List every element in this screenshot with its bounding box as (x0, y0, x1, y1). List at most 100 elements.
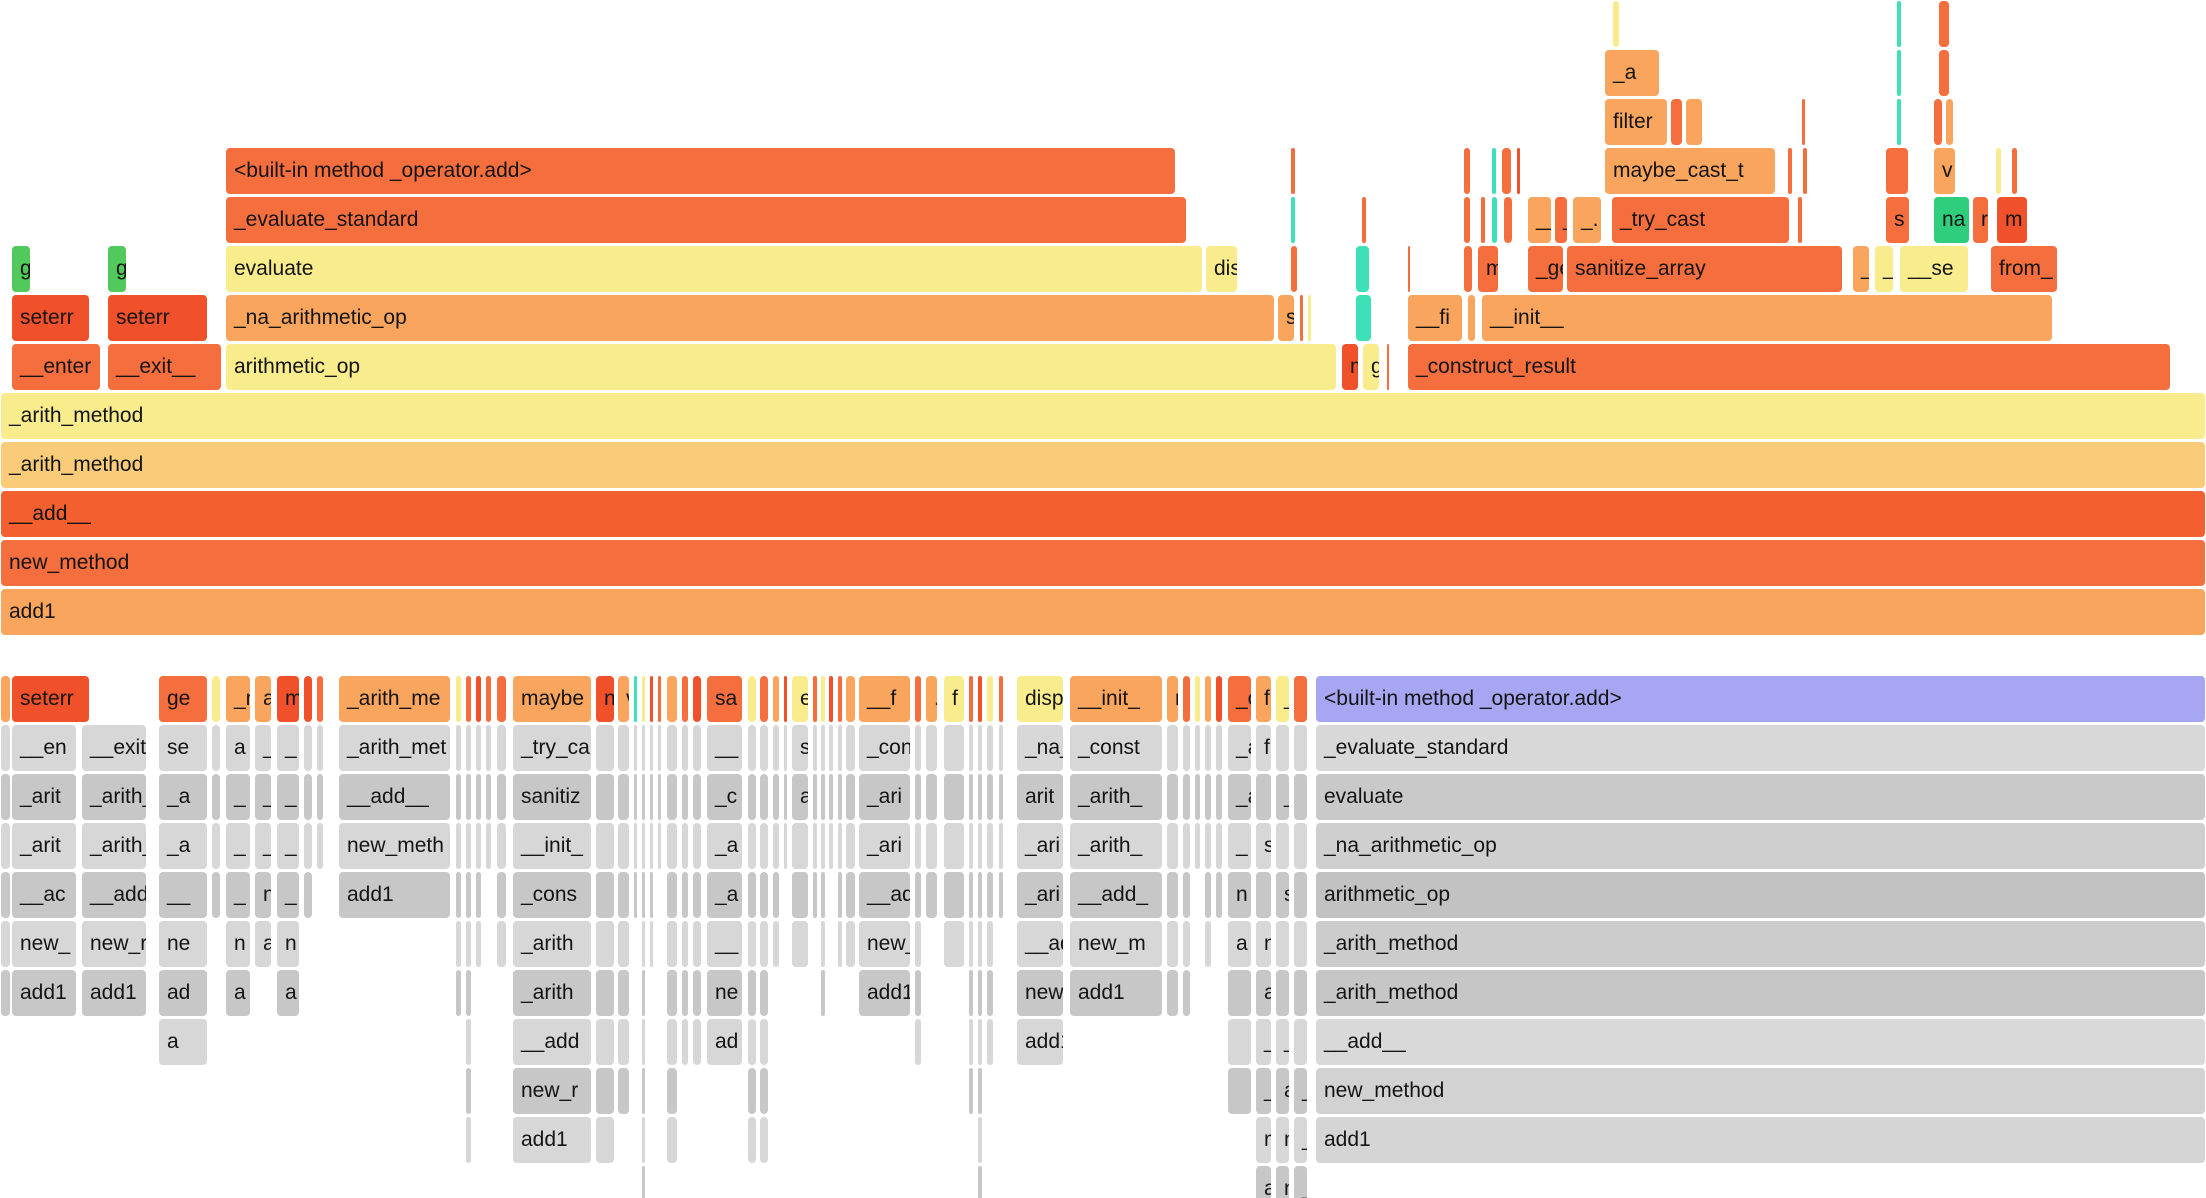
caller-frame[interactable] (837, 724, 843, 772)
flame-frame[interactable] (1463, 245, 1473, 293)
caller-frame[interactable] (783, 822, 788, 870)
caller-frame[interactable] (791, 920, 809, 968)
caller-frame[interactable] (1194, 822, 1201, 870)
caller-frame[interactable]: s (1255, 822, 1272, 870)
caller-frame[interactable]: ne (706, 969, 743, 1017)
caller-frame[interactable] (759, 969, 769, 1017)
caller-frame[interactable]: _a (158, 773, 208, 821)
flame-frame[interactable]: m (1341, 343, 1359, 391)
flame-frame[interactable]: _ge (1527, 245, 1564, 293)
caller-frame[interactable] (633, 773, 638, 821)
flame-frame[interactable] (1463, 196, 1471, 244)
caller-frame[interactable] (820, 871, 826, 919)
caller-frame[interactable]: n (1275, 1165, 1290, 1198)
caller-frame[interactable] (914, 920, 922, 968)
caller-frame[interactable] (986, 969, 994, 1017)
caller-frame[interactable] (595, 920, 615, 968)
caller-frame[interactable] (641, 773, 646, 821)
caller-frame[interactable]: _c (706, 773, 743, 821)
flame-frame[interactable] (1938, 0, 1950, 48)
flame-frame[interactable]: __add__ (0, 490, 2206, 538)
flame-frame[interactable]: g (107, 245, 127, 293)
caller-frame[interactable]: __add_ (1069, 871, 1163, 919)
caller-frame[interactable]: __en (11, 724, 77, 772)
caller-frame[interactable] (681, 773, 689, 821)
caller-frame[interactable] (998, 871, 1004, 919)
caller-frame[interactable] (666, 969, 678, 1017)
caller-frame[interactable] (837, 822, 843, 870)
caller-frame[interactable] (681, 969, 689, 1017)
caller-frame[interactable] (692, 724, 702, 772)
caller-frame[interactable] (465, 1018, 472, 1066)
caller-frame[interactable] (1275, 920, 1290, 968)
caller-frame[interactable] (812, 822, 818, 870)
caller-frame[interactable] (977, 871, 983, 919)
caller-frame[interactable] (211, 724, 221, 772)
bottom-header-frame[interactable] (845, 675, 856, 723)
bottom-header-frame[interactable]: sa (706, 675, 743, 723)
flame-frame[interactable] (1685, 98, 1703, 146)
caller-frame[interactable]: add1 (512, 1116, 592, 1164)
bottom-header-frame[interactable] (914, 675, 922, 723)
caller-frame[interactable] (977, 1116, 983, 1164)
flame-frame[interactable]: _try_cast (1611, 196, 1790, 244)
caller-frame[interactable] (812, 724, 818, 772)
bottom-header-frame[interactable] (649, 675, 654, 723)
caller-frame[interactable] (633, 822, 638, 870)
caller-frame[interactable] (666, 724, 678, 772)
flame-frame[interactable] (1516, 147, 1521, 195)
caller-frame[interactable] (211, 871, 221, 919)
caller-frame[interactable]: _a (706, 822, 743, 870)
caller-frame[interactable] (641, 1067, 646, 1115)
caller-frame[interactable] (943, 822, 965, 870)
caller-frame[interactable] (455, 773, 462, 821)
bottom-header-frame[interactable] (837, 675, 843, 723)
caller-frame[interactable]: evaluate (1315, 773, 2206, 821)
caller-frame[interactable] (617, 822, 630, 870)
caller-frame[interactable] (1204, 920, 1212, 968)
caller-frame[interactable] (316, 822, 324, 870)
caller-frame[interactable] (455, 822, 462, 870)
bottom-header-frame[interactable] (1204, 675, 1212, 723)
caller-frame[interactable] (1182, 724, 1191, 772)
caller-frame[interactable]: a (225, 969, 251, 1017)
caller-frame[interactable] (692, 920, 702, 968)
bottom-header-frame[interactable] (828, 675, 834, 723)
caller-frame[interactable]: add1 (81, 969, 147, 1017)
caller-frame[interactable] (977, 822, 983, 870)
caller-frame[interactable]: __add__ (338, 773, 451, 821)
bottom-header-frame[interactable]: _n (225, 675, 251, 723)
bottom-header-frame[interactable]: _arith_me (338, 675, 451, 723)
bottom-header-frame[interactable]: ge (158, 675, 208, 723)
caller-frame[interactable] (1166, 773, 1179, 821)
flame-frame[interactable] (1299, 294, 1304, 342)
caller-frame[interactable]: a (791, 773, 809, 821)
bottom-header-frame[interactable]: _ (1275, 675, 1290, 723)
flame-frame[interactable] (2011, 147, 2018, 195)
caller-frame[interactable]: _ (276, 871, 300, 919)
caller-frame[interactable] (1166, 969, 1179, 1017)
caller-frame[interactable]: __ac (11, 871, 77, 919)
caller-frame[interactable] (692, 822, 702, 870)
bottom-header-frame[interactable] (783, 675, 788, 723)
caller-frame[interactable]: arithmetic_op (1315, 871, 2206, 919)
bottom-header-frame[interactable] (475, 675, 482, 723)
caller-frame[interactable]: n (225, 920, 251, 968)
flame-frame[interactable]: __init__ (1481, 294, 2053, 342)
bottom-header-frame[interactable]: __init_ (1069, 675, 1163, 723)
caller-frame[interactable] (617, 724, 630, 772)
caller-frame[interactable] (657, 822, 662, 870)
caller-frame[interactable] (925, 724, 938, 772)
caller-frame[interactable]: new_m (1069, 920, 1163, 968)
caller-frame[interactable] (747, 822, 757, 870)
bottom-header-frame[interactable] (455, 675, 462, 723)
caller-frame[interactable] (914, 1018, 922, 1066)
caller-frame[interactable] (1227, 1018, 1252, 1066)
caller-frame[interactable] (1293, 969, 1308, 1017)
caller-frame[interactable]: _arith (512, 969, 592, 1017)
caller-frame[interactable] (828, 773, 834, 821)
flame-frame[interactable] (1938, 49, 1950, 97)
caller-frame[interactable]: new_r (512, 1067, 592, 1115)
caller-frame[interactable] (747, 1067, 757, 1115)
caller-frame[interactable]: _ (276, 773, 300, 821)
